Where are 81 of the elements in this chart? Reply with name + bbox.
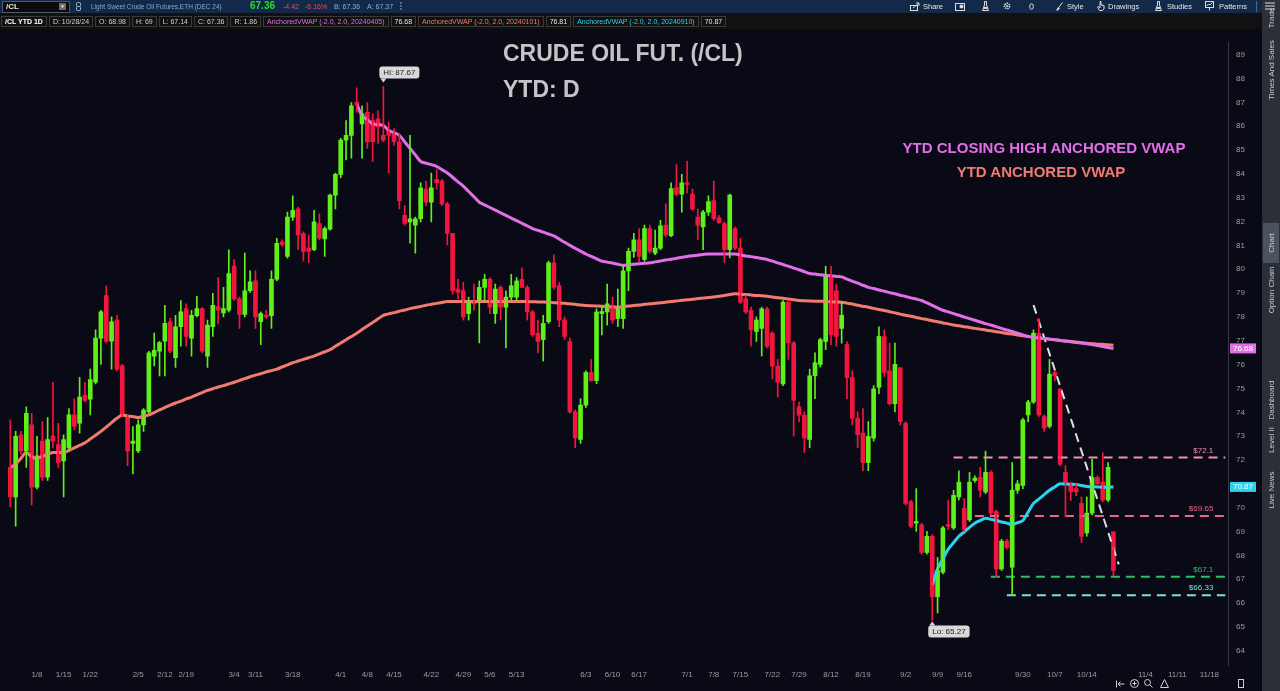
- text: 67.36: [250, 0, 276, 12]
- x-tick-label: 5/6: [484, 670, 497, 679]
- x-tick-label: 8/12: [823, 670, 840, 679]
- annotation: YTD CLOSING HIGH ANCHORED VWAP: [902, 139, 1186, 156]
- data-label: $66.33: [1188, 583, 1214, 593]
- text: Chart: [1267, 233, 1276, 253]
- x-tick-label: 4/29: [455, 670, 472, 679]
- x-tick-label: 1/22: [82, 670, 99, 679]
- x-tick-label: 10/14: [1076, 670, 1098, 679]
- data-label: $69.65: [1188, 504, 1214, 514]
- y-tick-label: 79: [1236, 288, 1246, 298]
- symbol-field: /CL: [2, 1, 70, 13]
- text: 76.68: [1233, 343, 1254, 353]
- y-tick-label: 83: [1236, 192, 1246, 202]
- x-tick-label: 6/17: [631, 670, 648, 679]
- x-tick-label: 4/15: [386, 670, 403, 679]
- x-tick-label: 11/18: [1199, 670, 1220, 679]
- y-tick-label: 88: [1236, 73, 1246, 83]
- x-tick-label: 9/9: [932, 670, 944, 679]
- y-tick-label: 73: [1236, 431, 1246, 441]
- text: 70.87: [1233, 482, 1254, 492]
- chart-title: CRUDE OIL FUT. (/CL): [503, 40, 743, 67]
- x-tick-label: 4/8: [361, 670, 374, 679]
- y-tick-label: 78: [1236, 312, 1246, 322]
- y-tick-label: 70: [1236, 502, 1246, 512]
- x-tick-label: 10/7: [1047, 670, 1064, 679]
- text: Level II: [1267, 427, 1276, 453]
- x-tick-label: 11/4: [1137, 670, 1154, 679]
- x-tick-label: 2/12: [157, 670, 174, 679]
- x-tick-label: 7/1: [681, 670, 694, 679]
- y-tick-label: 81: [1236, 240, 1246, 250]
- x-tick-label: 1/8: [31, 670, 44, 679]
- x-tick-label: 8/19: [855, 670, 872, 679]
- annotation: YTD ANCHORED VWAP: [956, 163, 1126, 180]
- data-label: $72.1: [1193, 445, 1214, 455]
- text: YTD: D: [503, 76, 580, 103]
- x-tick-label: 7/29: [791, 670, 808, 679]
- y-tick-label: 89: [1236, 49, 1246, 59]
- x-tick-label: 9/30: [1015, 670, 1032, 679]
- y-tick-label: 68: [1236, 550, 1246, 560]
- x-tick-label: 2/19: [178, 670, 195, 679]
- y-tick-label: 66: [1236, 598, 1246, 608]
- x-tick-label: 6/10: [604, 670, 621, 679]
- x-tick-label: 11/11: [1167, 670, 1188, 679]
- x-tick-label: 4/1: [335, 670, 347, 679]
- y-tick-label: 87: [1236, 97, 1246, 107]
- x-tick-label: 2/5: [132, 670, 145, 679]
- y-tick-label: 76: [1236, 359, 1246, 369]
- x-tick-label: 3/18: [284, 670, 302, 679]
- x-tick-label: 4/22: [423, 670, 440, 679]
- y-tick-label: 64: [1236, 645, 1246, 655]
- x-tick-label: 3/11: [247, 670, 264, 679]
- y-tick-label: 69: [1236, 526, 1246, 536]
- annotation: Lo: 65.27: [932, 626, 967, 636]
- line-series: [1032, 304, 1120, 566]
- data-label: $67.1: [1193, 565, 1214, 574]
- y-tick-label: 86: [1236, 121, 1246, 131]
- x-tick-label: 5/13: [508, 670, 525, 679]
- x-tick-label: 3/4: [228, 670, 241, 679]
- y-tick-label: 82: [1236, 216, 1246, 226]
- y-tick-label: 65: [1236, 622, 1246, 632]
- y-tick-label: 77: [1236, 335, 1246, 345]
- y-tick-label: 75: [1236, 383, 1246, 393]
- y-tick-label: 80: [1236, 264, 1246, 274]
- y-tick-label: 72: [1236, 455, 1246, 465]
- x-tick-label: 7/15: [732, 670, 749, 679]
- text: Live News: [1267, 471, 1276, 509]
- x-tick-label: 9/16: [956, 670, 973, 679]
- text: Dashboard: [1267, 380, 1276, 420]
- x-tick-label: 7/22: [764, 670, 781, 679]
- text: Option Chain: [1267, 266, 1276, 314]
- x-tick-label: 1/15: [55, 670, 72, 679]
- y-tick-label: 84: [1236, 169, 1246, 179]
- x-tick-label: 9/2: [900, 670, 912, 679]
- annotation: Hi: 87.67: [383, 67, 416, 77]
- text: Times And Sales: [1267, 40, 1276, 100]
- x-tick-label: 6/3: [580, 670, 592, 679]
- y-tick-label: 85: [1236, 145, 1246, 155]
- y-tick-label: 74: [1236, 407, 1246, 417]
- y-tick-label: 67: [1236, 574, 1246, 584]
- x-tick-label: 7/8: [708, 670, 720, 679]
